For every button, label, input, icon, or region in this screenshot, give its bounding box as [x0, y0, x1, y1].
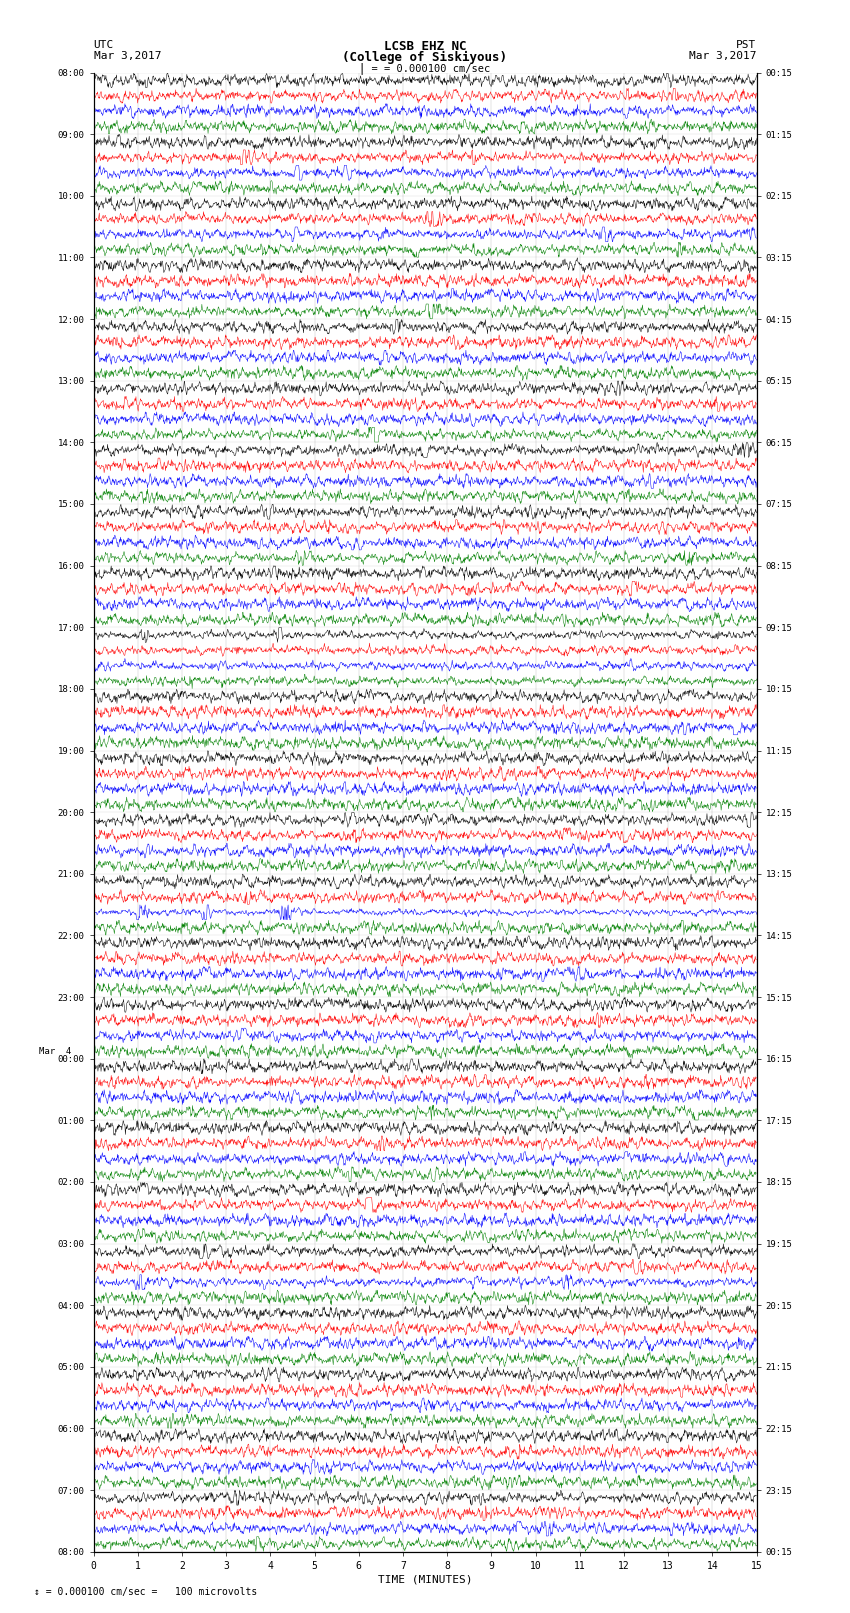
Text: Mar 3,2017: Mar 3,2017 — [689, 50, 756, 61]
X-axis label: TIME (MINUTES): TIME (MINUTES) — [377, 1574, 473, 1586]
Text: UTC: UTC — [94, 39, 114, 50]
Text: Mar 3,2017: Mar 3,2017 — [94, 50, 161, 61]
Text: (College of Siskiyous): (College of Siskiyous) — [343, 50, 507, 65]
Text: ↕ = 0.000100 cm/sec =   100 microvolts: ↕ = 0.000100 cm/sec = 100 microvolts — [34, 1587, 258, 1597]
Text: Mar  4: Mar 4 — [39, 1047, 71, 1055]
Text: PST: PST — [736, 39, 756, 50]
Text: LCSB EHZ NC: LCSB EHZ NC — [383, 39, 467, 53]
Text: ⎮ = = 0.000100 cm/sec: ⎮ = = 0.000100 cm/sec — [360, 61, 490, 74]
